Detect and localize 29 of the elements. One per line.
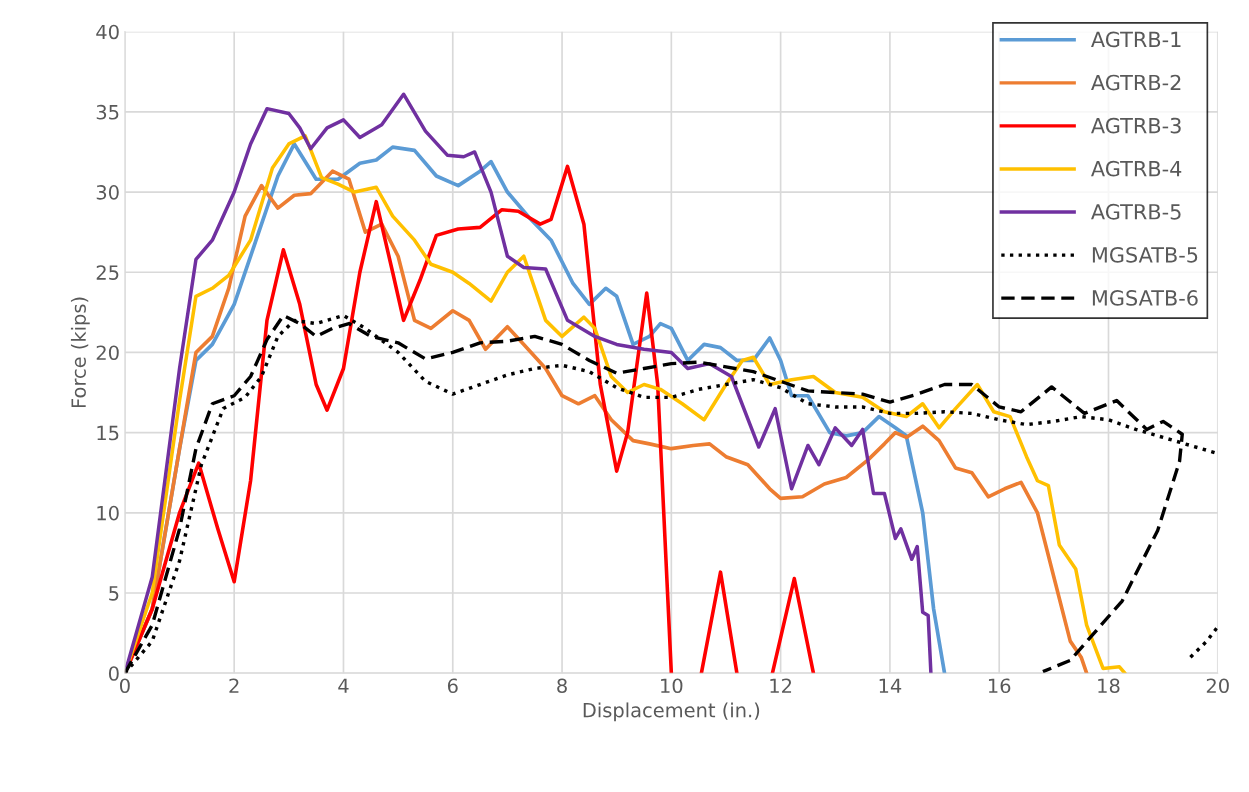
x-tick-label: 4 (338, 678, 349, 693)
legend-label: AGTRB-5 (1091, 203, 1181, 220)
x-tick-label: 0 (120, 678, 130, 694)
legend-label: AGTRB-4 (1091, 160, 1182, 177)
y-axis-title: Force (kips) (70, 297, 90, 408)
y-tick-label: 35 (96, 104, 119, 120)
legend-label: AGTRB-3 (1091, 117, 1181, 134)
x-tick-label: 18 (1098, 678, 1120, 694)
y-tick-label: 30 (96, 185, 119, 200)
x-tick-label: 12 (770, 678, 792, 693)
x-tick-label: 2 (229, 678, 239, 693)
legend-label: AGTRB-2 (1091, 74, 1181, 91)
y-tick-label: 25 (96, 265, 119, 280)
x-tick-label: 6 (447, 678, 458, 694)
y-tick-label: 15 (97, 425, 119, 441)
y-tick-label: 5 (109, 586, 119, 601)
legend-label: MGSATB-6 (1092, 290, 1198, 306)
x-axis-title: Displacement (in.) (583, 702, 760, 722)
y-tick-label: 0 (108, 666, 119, 681)
legend-label: MGSATB-5 (1092, 246, 1198, 263)
x-tick-label: 14 (879, 678, 902, 693)
x-tick-label: 10 (661, 678, 683, 694)
y-tick-label: 10 (97, 505, 119, 521)
x-tick-label: 8 (557, 678, 567, 694)
x-tick-label: 16 (988, 678, 1011, 694)
legend-label: AGTRB-1 (1091, 31, 1181, 48)
y-tick-label: 40 (96, 24, 119, 40)
y-tick-label: 20 (96, 345, 119, 361)
x-tick-label: 20 (1206, 678, 1229, 694)
